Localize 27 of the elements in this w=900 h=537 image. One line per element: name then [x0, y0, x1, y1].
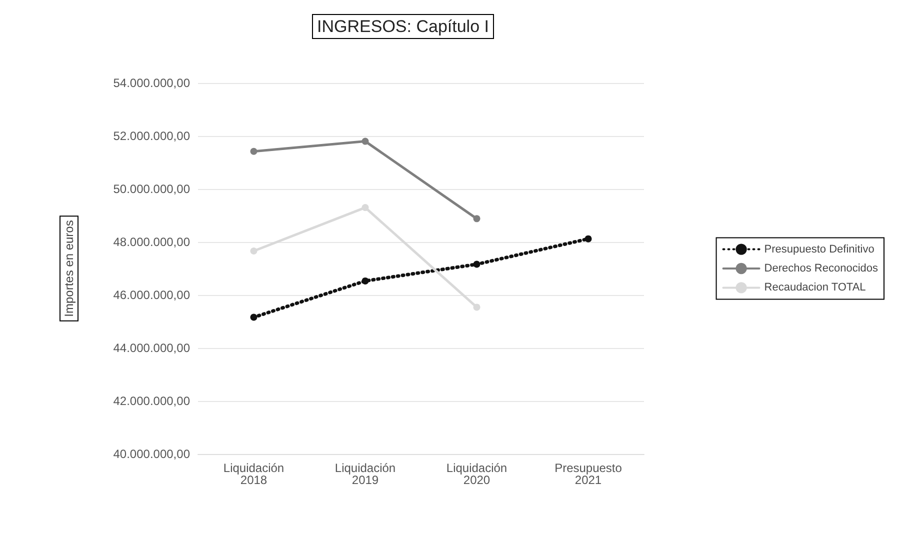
point: [250, 314, 258, 321]
point: [473, 304, 480, 311]
x-tick-label: Liquidación 2018: [223, 461, 284, 487]
y-tick-label: 54.000.000,00: [113, 76, 190, 90]
point: [362, 204, 369, 212]
y-tick-label: 46.000.000,00: [113, 288, 190, 302]
y-tick-label: 40.000.000,00: [113, 447, 190, 461]
legend-label: Recaudacion TOTAL: [764, 282, 866, 294]
y-tick-label: 50.000.000,00: [113, 182, 190, 196]
chart-title: INGRESOS: Capítulo I: [317, 17, 489, 36]
y-tick-label: 42.000.000,00: [113, 394, 190, 408]
point: [362, 138, 369, 145]
y-tick-label: 52.000.000,00: [113, 129, 190, 143]
y-tick-label: 48.000.000,00: [113, 235, 190, 249]
x-tick-label: Presupuesto 2021: [554, 461, 622, 487]
legend-label: Derechos Reconocidos: [764, 262, 878, 274]
point: [250, 148, 258, 155]
x-tick-label: Liquidación 2020: [446, 461, 508, 487]
point: [250, 248, 258, 255]
legend-label: Presupuesto Definitivo: [764, 243, 874, 256]
point: [473, 215, 480, 222]
point: [584, 235, 592, 242]
y-tick-label: 44.000.000,00: [113, 341, 190, 355]
point: [473, 260, 480, 268]
point: [362, 277, 369, 284]
y-axis-title: Importes en euros: [62, 220, 76, 317]
x-tick-label: Liquidación 2019: [334, 461, 396, 487]
